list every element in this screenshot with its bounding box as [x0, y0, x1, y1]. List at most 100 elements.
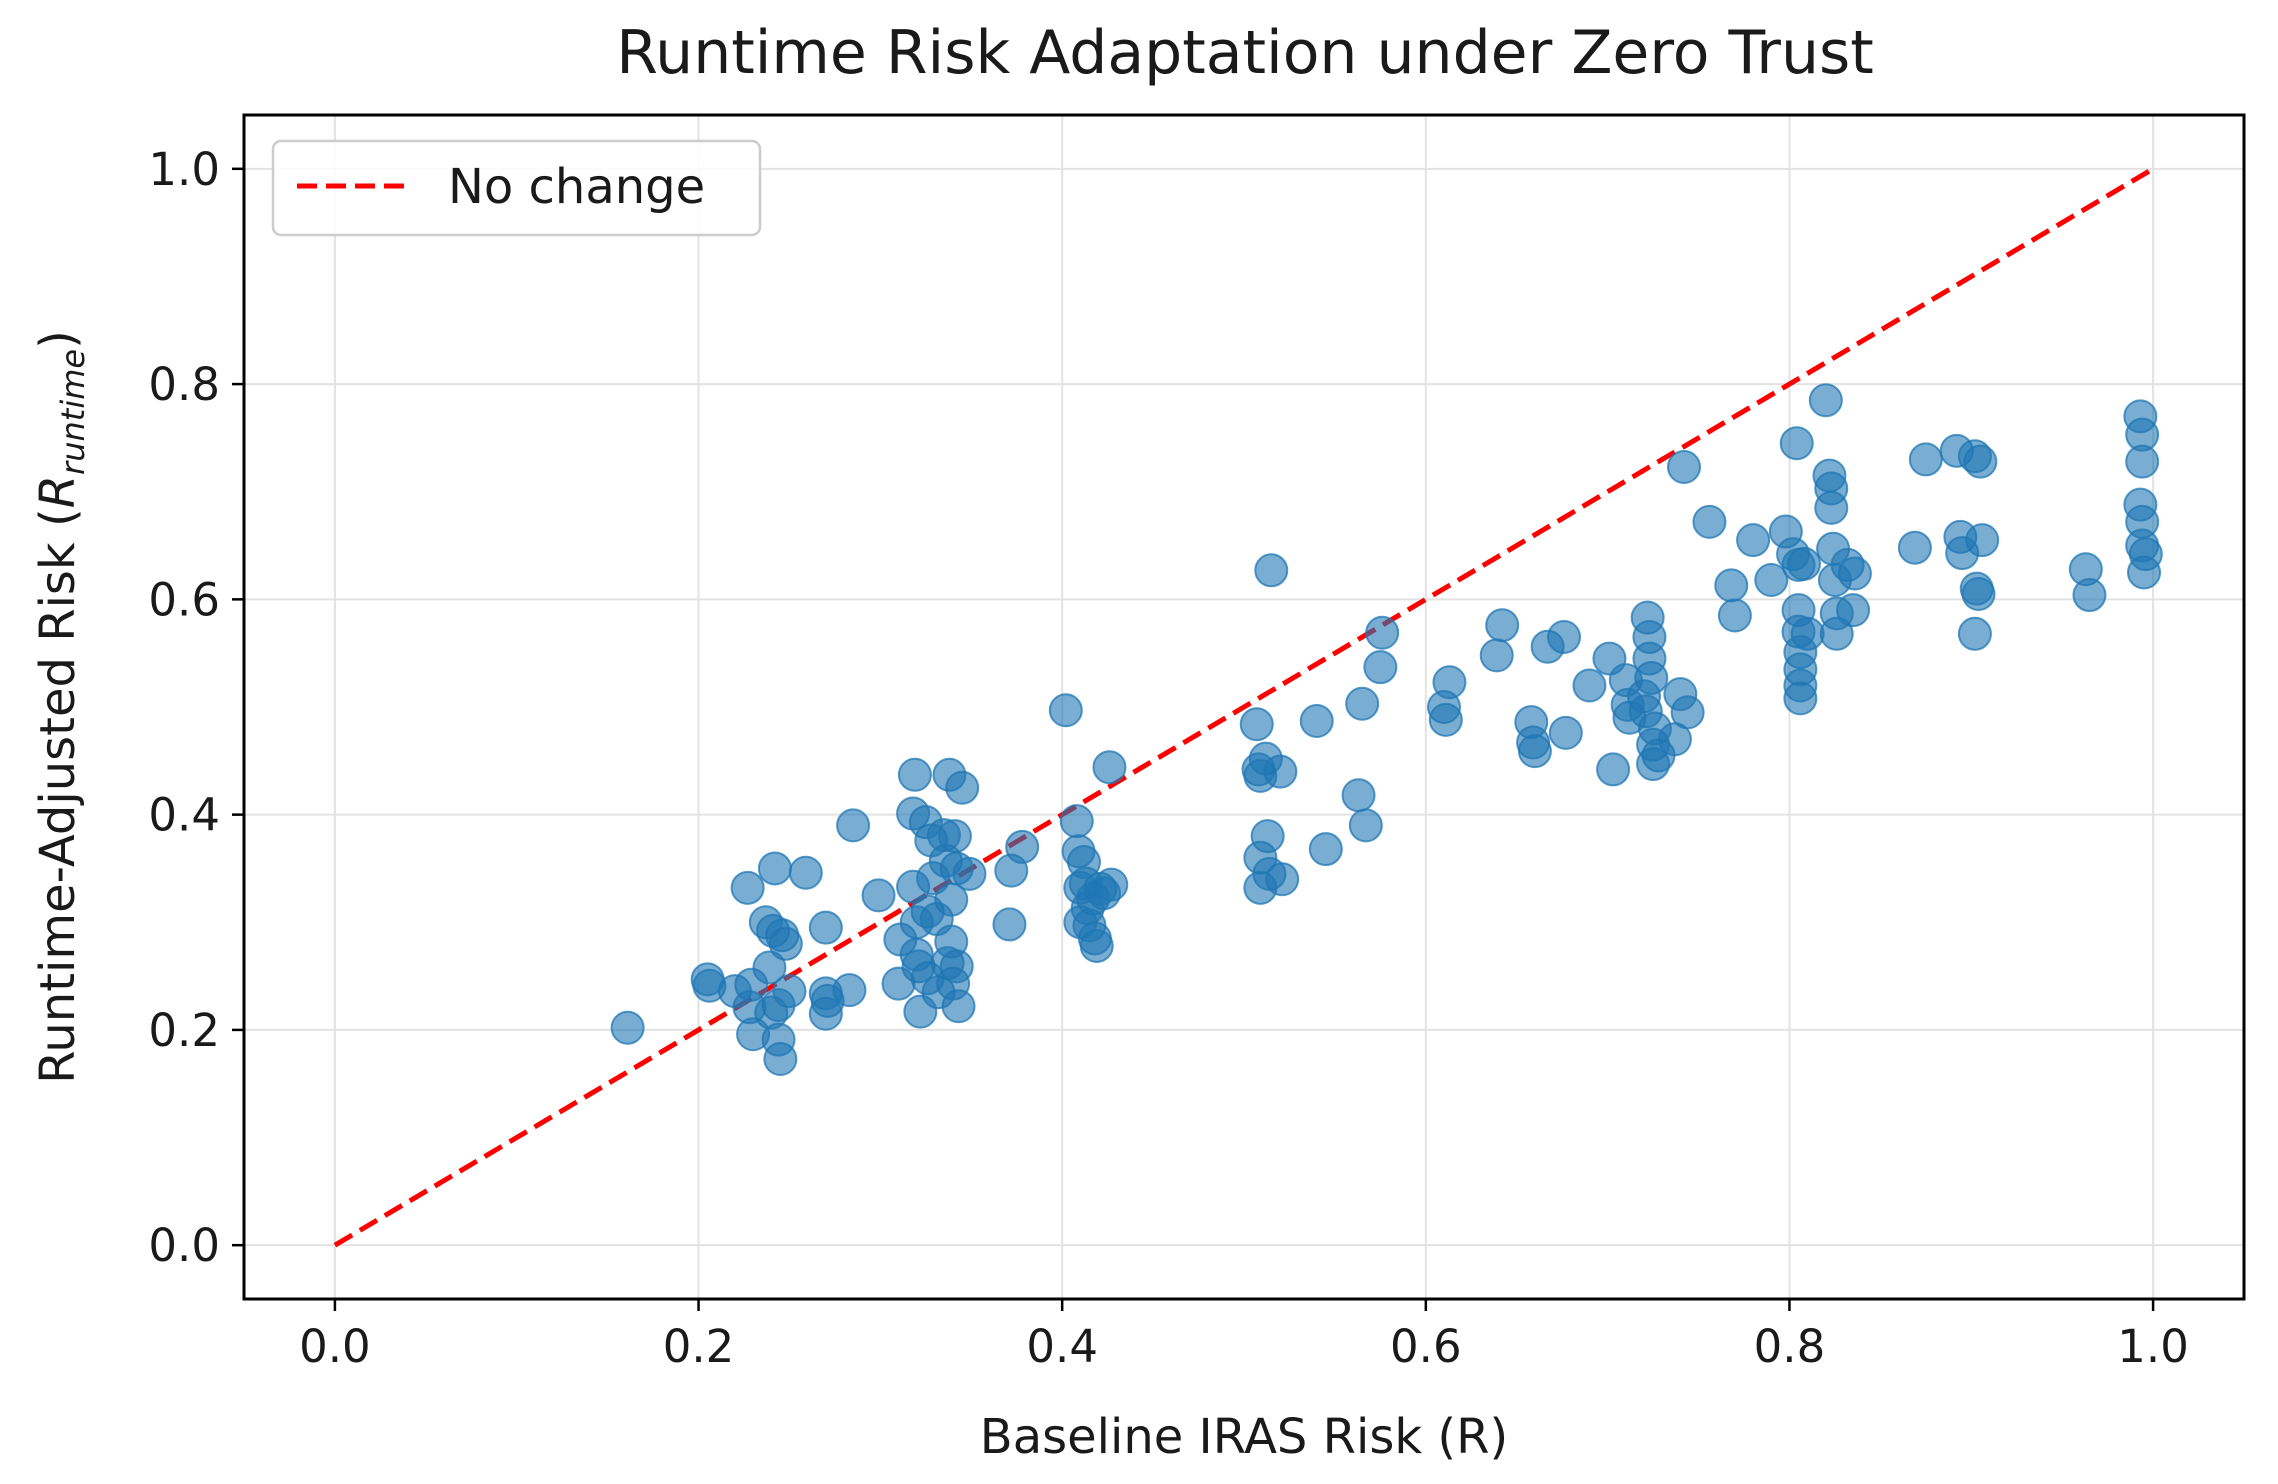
data-point-83: [1254, 553, 1289, 588]
data-point-91: [1363, 650, 1398, 685]
data-point-18: [772, 974, 807, 1009]
data-point-50: [937, 819, 972, 854]
data-point-152: [1897, 530, 1932, 565]
data-point-168: [2125, 444, 2160, 479]
data-point-100: [1517, 734, 1552, 769]
y-tick-label: 0.6: [148, 573, 220, 626]
data-point-139: [1787, 546, 1821, 581]
data-point-70: [1079, 928, 1114, 963]
y-tick-label: 0.0: [148, 1219, 220, 1272]
data-point-0: [610, 1010, 645, 1045]
data-point-12: [757, 851, 792, 886]
data-point-59: [1048, 693, 1083, 728]
x-tick-label: 0.2: [663, 1320, 735, 1373]
data-point-31: [897, 757, 932, 792]
data-point-90: [1348, 808, 1383, 843]
data-point-122: [1667, 449, 1701, 484]
data-point-144: [1814, 490, 1849, 525]
data-points: [610, 383, 2163, 1076]
data-point-150: [1836, 593, 1871, 628]
data-point-138: [1783, 681, 1818, 716]
data-point-123: [1670, 695, 1705, 730]
data-point-92: [1365, 615, 1400, 650]
data-point-172: [2128, 537, 2163, 572]
data-point-128: [1754, 562, 1789, 597]
data-point-96: [1479, 638, 1514, 673]
y-axis-label-subscript: runtime: [54, 349, 92, 475]
data-point-55: [952, 856, 987, 891]
legend-frame: [271, 139, 762, 237]
data-point-153: [1908, 442, 1943, 477]
data-point-9: [752, 950, 787, 985]
data-point-106: [1596, 752, 1631, 787]
data-point-25: [836, 808, 871, 843]
data-point-141: [1808, 383, 1843, 418]
y-axis-label-symbol: R: [30, 475, 86, 508]
data-point-19: [788, 855, 823, 890]
y-tick-label: 0.2: [148, 1004, 220, 1057]
x-tick-label: 0.4: [1026, 1320, 1098, 1373]
data-point-151: [1837, 556, 1872, 591]
data-point-4: [730, 870, 765, 905]
data-point-86: [1299, 703, 1334, 738]
data-point-58: [1005, 829, 1040, 864]
data-point-103: [1548, 715, 1583, 750]
data-point-125: [1714, 568, 1749, 603]
data-point-84: [1263, 754, 1298, 789]
x-axis: 0.0 0.2 0.4 0.6 0.8 1.0: [299, 1299, 2189, 1373]
data-point-102: [1547, 620, 1581, 655]
data-point-56: [992, 907, 1027, 942]
legend: No change: [271, 139, 762, 237]
plot-area: [242, 113, 2246, 1301]
x-axis-label: Baseline IRAS Risk (R): [980, 1409, 1508, 1465]
data-point-131: [1779, 426, 1814, 461]
x-tick-label: 0.6: [1390, 1320, 1462, 1373]
data-point-15: [763, 1041, 798, 1076]
y-axis-label-close: ): [30, 330, 86, 349]
data-point-24: [832, 973, 867, 1008]
data-point-140: [1790, 616, 1825, 651]
y-tick-label: 0.4: [148, 789, 220, 842]
x-tick-label: 0.8: [1754, 1320, 1826, 1373]
data-point-115: [1634, 660, 1669, 695]
legend-label-no-change: No change: [448, 159, 705, 215]
plot-frame: [242, 113, 2246, 1301]
data-point-94: [1428, 702, 1463, 737]
chart-title: Runtime Risk Adaptation under Zero Trust: [616, 18, 1874, 88]
y-axis: 0.0 0.2 0.4 0.6 0.8 1.0: [148, 143, 244, 1272]
data-point-95: [1432, 665, 1467, 700]
data-point-52: [939, 949, 974, 984]
no-change-reference-line: [333, 166, 2155, 1248]
data-point-54: [945, 770, 980, 805]
data-point-17: [768, 926, 803, 961]
data-point-85: [1265, 862, 1300, 897]
y-tick-label: 1.0: [148, 143, 220, 196]
data-point-88: [1341, 778, 1376, 813]
data-point-160: [1961, 576, 1996, 611]
y-axis-label: Runtime-Adjusted Risk (Rruntime): [30, 330, 92, 1084]
data-point-162: [1965, 523, 2000, 558]
data-point-74: [1094, 867, 1129, 902]
data-point-148: [1819, 616, 1854, 651]
data-point-75: [1239, 707, 1274, 742]
data-point-158: [1957, 616, 1992, 651]
data-point-73: [1092, 750, 1127, 785]
no-change-line: [333, 166, 2155, 1248]
data-point-127: [1736, 523, 1771, 558]
data-point-97: [1485, 608, 1520, 643]
x-tick-label: 1.0: [2117, 1320, 2189, 1373]
y-tick-label: 0.8: [148, 358, 220, 411]
data-point-161: [1963, 444, 1998, 479]
data-point-104: [1572, 668, 1607, 703]
data-point-60: [1059, 804, 1094, 839]
y-axis-label-main: Runtime-Adjusted Risk (: [30, 508, 86, 1084]
data-point-26: [861, 878, 896, 913]
x-tick-label: 0.0: [299, 1320, 371, 1373]
data-point-126: [1717, 598, 1752, 633]
data-point-87: [1308, 832, 1343, 867]
data-point-53: [941, 989, 976, 1024]
data-point-124: [1692, 504, 1727, 539]
data-point-89: [1345, 686, 1380, 721]
data-point-81: [1250, 819, 1285, 854]
